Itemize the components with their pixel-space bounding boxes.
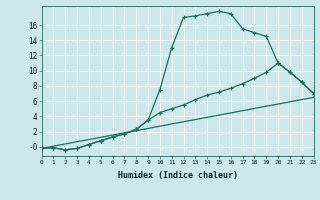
X-axis label: Humidex (Indice chaleur): Humidex (Indice chaleur) <box>118 171 237 180</box>
